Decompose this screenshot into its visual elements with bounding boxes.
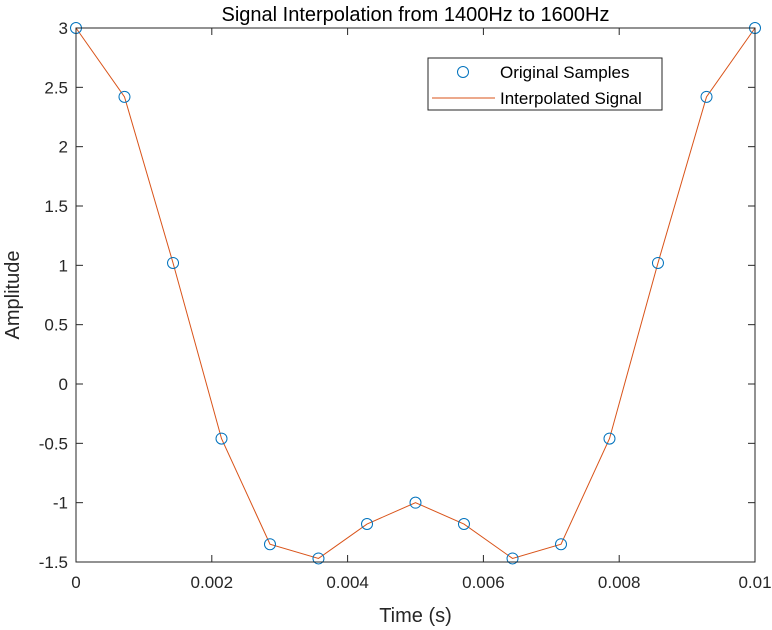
- data-point-original-sample: [651, 256, 664, 269]
- data-point-original-sample: [409, 496, 422, 509]
- legend: Original Samples Interpolated Signal: [427, 57, 663, 111]
- data-point-original-sample: [457, 518, 470, 531]
- x-tick-label: 0.008: [598, 573, 641, 592]
- x-tick-label: 0.006: [462, 573, 505, 592]
- y-tick-label: -1.5: [39, 553, 68, 572]
- data-point-original-sample: [506, 552, 519, 565]
- y-tick-label: 1.5: [44, 197, 68, 216]
- x-tick-label: 0.002: [191, 573, 234, 592]
- data-point-original-sample: [555, 538, 568, 551]
- x-tick-label: 0.01: [738, 573, 771, 592]
- legend-marker-original-samples: [457, 66, 469, 78]
- x-axis-label: Time (s): [379, 605, 452, 627]
- y-axis-label: Amplitude: [2, 251, 24, 340]
- y-tick-label: 2: [59, 138, 68, 157]
- data-point-original-sample: [118, 90, 131, 103]
- chart-title: Signal Interpolation from 1400Hz to 1600…: [221, 4, 609, 26]
- y-tick-label: 0: [59, 375, 68, 394]
- series-line-interpolated-signal: [75, 27, 756, 559]
- y-tick-label: 2.5: [44, 78, 68, 97]
- data-point-original-sample: [700, 90, 713, 103]
- x-tick-label: 0: [71, 573, 80, 592]
- data-point-original-sample: [263, 538, 276, 551]
- x-axis-ticks: 0 0.002 0.004 0.006 0.008 0.01: [71, 28, 772, 592]
- y-axis-ticks: -1.5 -1 -0.5 0 0.5 1 1.5 2 2.5 3: [39, 19, 755, 572]
- y-tick-label: -1: [53, 494, 68, 513]
- legend-box: [427, 57, 663, 111]
- data-point-original-sample: [312, 552, 325, 565]
- legend-label-interpolated-signal: Interpolated Signal: [500, 89, 642, 108]
- x-tick-label: 0.004: [326, 573, 369, 592]
- legend-label-original-samples: Original Samples: [500, 63, 629, 82]
- data-point-original-sample: [167, 256, 180, 269]
- data-point-original-sample: [361, 518, 374, 531]
- axes-box: [75, 27, 756, 563]
- y-tick-label: 3: [59, 19, 68, 38]
- y-tick-label: 0.5: [44, 316, 68, 335]
- plot-area: [76, 28, 755, 562]
- y-tick-label: -0.5: [39, 434, 68, 453]
- y-tick-label: 1: [59, 256, 68, 275]
- data-point-original-sample: [215, 432, 228, 445]
- data-point-original-sample: [603, 432, 616, 445]
